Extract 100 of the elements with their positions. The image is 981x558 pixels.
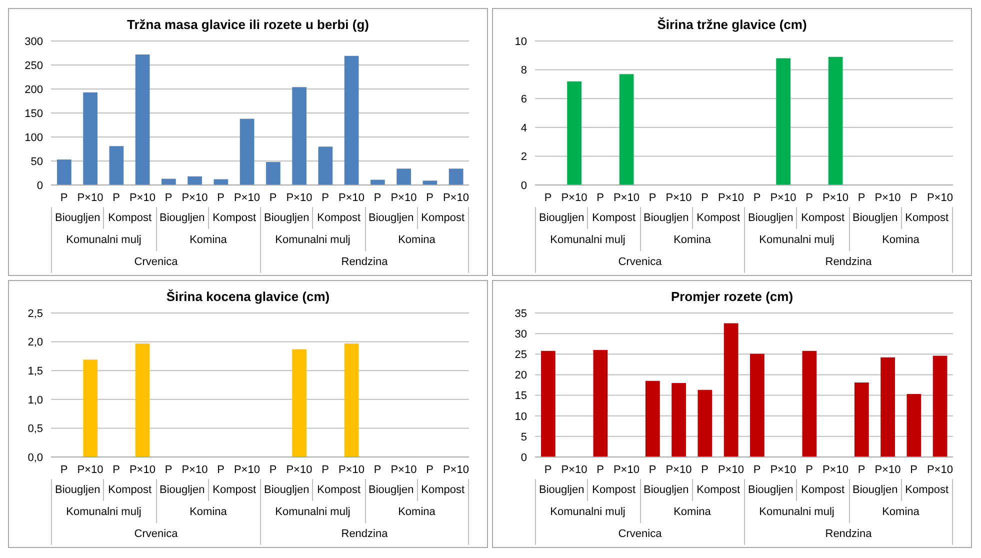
text: Biougljen bbox=[260, 479, 312, 501]
y-tick-label: 300 bbox=[24, 36, 43, 48]
text: Kompost bbox=[692, 479, 744, 501]
x-tick-label: P×10 bbox=[822, 464, 848, 476]
y-tick-label: 1,0 bbox=[28, 394, 43, 406]
x-tick-label: P×10 bbox=[770, 464, 796, 476]
y-tick-label: 100 bbox=[24, 132, 43, 144]
bar bbox=[214, 179, 228, 185]
bar bbox=[932, 356, 948, 457]
x-tick-label: P bbox=[269, 464, 277, 476]
x-tick-label: P×10 bbox=[77, 192, 104, 204]
x-tick-label: P bbox=[701, 464, 708, 476]
text: Kompost bbox=[587, 479, 640, 501]
y-tick-label: 200 bbox=[24, 84, 43, 96]
bar bbox=[83, 360, 98, 457]
bar bbox=[828, 56, 843, 185]
x-tick-label: P bbox=[426, 464, 434, 476]
text: Komunalni mulj bbox=[51, 501, 156, 523]
bar bbox=[724, 323, 738, 457]
y-tick-label: 2,5 bbox=[28, 308, 43, 320]
text: Biougljen bbox=[535, 479, 588, 501]
bar bbox=[672, 382, 686, 457]
chart-title: Širina kocena glavice (cm) bbox=[165, 289, 331, 306]
x-tick-label: P×10 bbox=[129, 192, 156, 204]
x-tick-label: P×10 bbox=[234, 192, 260, 204]
bar bbox=[646, 380, 660, 457]
text: Kompost bbox=[900, 479, 953, 501]
x-tick-label: P×10 bbox=[770, 192, 796, 204]
text: Biougljen bbox=[744, 479, 796, 501]
y-tick-label: 2 bbox=[520, 151, 527, 164]
x-tick-label: P×10 bbox=[77, 464, 104, 476]
x-tick-label: P×10 bbox=[234, 464, 260, 476]
bar bbox=[448, 168, 464, 185]
bar bbox=[619, 74, 634, 185]
x-tick-label: P×10 bbox=[182, 192, 208, 204]
y-tick-label: 20 bbox=[514, 370, 527, 382]
text: Komina bbox=[156, 501, 260, 523]
text: Biougljen bbox=[51, 479, 104, 501]
y-tick-label: 2,0 bbox=[28, 336, 43, 349]
x-tick-label: P bbox=[544, 192, 552, 204]
text: Komunalni mulj bbox=[744, 501, 848, 523]
x-tick-label: P×10 bbox=[442, 464, 469, 476]
text: Kompost bbox=[208, 207, 260, 229]
bar bbox=[854, 382, 869, 457]
text: Komina bbox=[364, 229, 469, 251]
text: Biougljen bbox=[640, 479, 692, 501]
bar bbox=[698, 390, 712, 457]
y-tick-label: 5 bbox=[520, 431, 527, 444]
text: Komina bbox=[640, 501, 744, 523]
text: Kompost bbox=[587, 207, 640, 229]
text: Kompost bbox=[208, 479, 260, 501]
text: Kompost bbox=[312, 207, 364, 229]
x-tick-label: P×10 bbox=[613, 192, 640, 204]
text: Biougljen bbox=[535, 207, 588, 229]
x-tick-label: P bbox=[596, 192, 604, 204]
x-tick-label: P×10 bbox=[822, 192, 848, 204]
x-tick-label: P×10 bbox=[129, 464, 156, 476]
bar bbox=[880, 357, 895, 457]
y-tick-label: 10 bbox=[514, 36, 527, 48]
x-tick-label: P bbox=[112, 192, 120, 204]
x-tick-label: P×10 bbox=[926, 192, 953, 204]
text: Komina bbox=[848, 229, 953, 251]
text: Rendzina bbox=[260, 251, 469, 273]
text: Rendzina bbox=[744, 251, 953, 273]
text: Kompost bbox=[312, 479, 364, 501]
text: Komunalni mulj bbox=[744, 229, 848, 251]
text: Crvenica bbox=[51, 251, 260, 273]
x-tick-label: P bbox=[753, 192, 761, 204]
text: Crvenica bbox=[535, 523, 744, 545]
bar bbox=[396, 168, 411, 185]
x-tick-label: P bbox=[806, 464, 813, 476]
text: Kompost bbox=[796, 479, 848, 501]
bar bbox=[541, 350, 556, 457]
x-tick-label: P bbox=[60, 464, 68, 476]
text: Kompost bbox=[103, 207, 156, 229]
x-tick-label: P bbox=[858, 464, 866, 476]
x-tick-label: P bbox=[753, 464, 761, 476]
bar bbox=[292, 87, 306, 185]
y-tick-label: 15 bbox=[514, 390, 527, 402]
bar bbox=[135, 344, 150, 457]
bar bbox=[370, 180, 385, 185]
bar bbox=[57, 160, 72, 185]
x-tick-label: P×10 bbox=[718, 192, 744, 204]
text: Biougljen bbox=[156, 207, 208, 229]
bar bbox=[593, 350, 608, 457]
text: Kompost bbox=[416, 207, 469, 229]
text: Kompost bbox=[416, 479, 469, 501]
bar bbox=[292, 349, 306, 457]
x-tick-label: P×10 bbox=[666, 192, 692, 204]
bar bbox=[135, 54, 150, 185]
text: Biougljen bbox=[364, 479, 417, 501]
y-tick-label: 4 bbox=[520, 122, 527, 134]
text: Biougljen bbox=[156, 479, 208, 501]
x-tick-label: P bbox=[648, 192, 656, 204]
bar bbox=[188, 176, 202, 185]
bar bbox=[318, 146, 333, 185]
y-tick-label: 0,0 bbox=[28, 452, 43, 464]
y-tick-label: 0 bbox=[520, 452, 527, 464]
y-tick-label: 25 bbox=[514, 349, 527, 362]
x-tick-label: P bbox=[164, 464, 172, 476]
